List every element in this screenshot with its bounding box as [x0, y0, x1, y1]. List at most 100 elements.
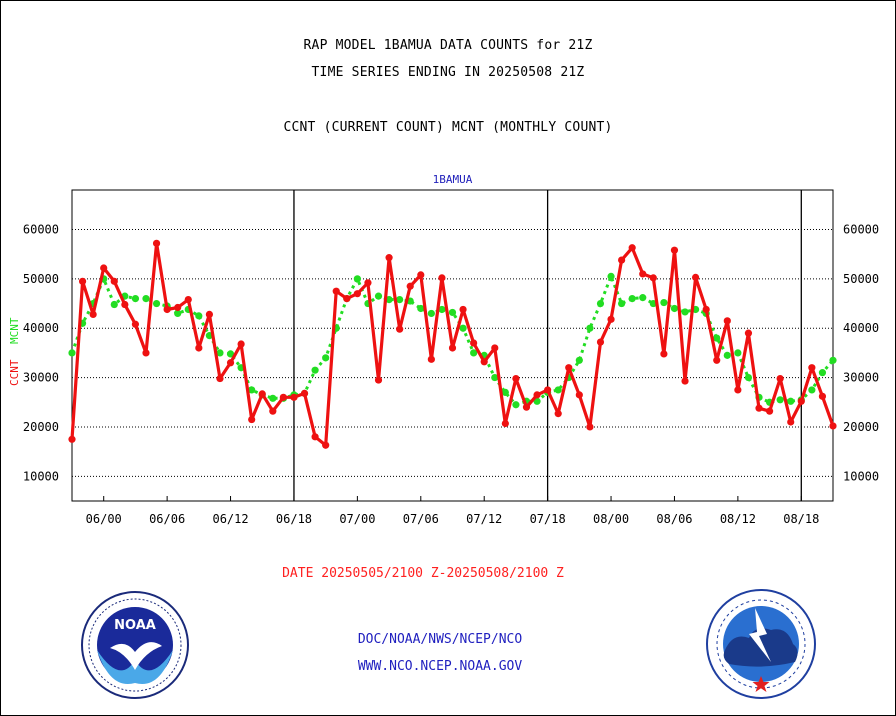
national-weather-service-logo-icon [706, 589, 816, 699]
data-point-ccnt [121, 300, 129, 309]
y-tick-label-left: 50000 [23, 272, 59, 286]
data-point-ccnt [322, 441, 330, 449]
x-tick-label: 07/12 [466, 512, 502, 526]
data-point-mcnt [385, 295, 393, 304]
data-point-mcnt [787, 397, 795, 405]
data-point-ccnt [818, 392, 827, 400]
data-point-ccnt [723, 317, 731, 325]
data-point-ccnt [226, 359, 235, 367]
data-point-ccnt [279, 393, 287, 401]
noaa-logo-icon: NOAA [81, 591, 189, 699]
y-tick-label-left: 20000 [23, 420, 59, 434]
noaa-logo-text: NOAA [114, 618, 156, 633]
data-point-mcnt [670, 304, 679, 313]
data-point-mcnt [575, 356, 583, 364]
data-point-ccnt [734, 386, 742, 394]
data-point-ccnt [216, 374, 224, 383]
data-point-mcnt [660, 298, 668, 307]
data-point-ccnt [300, 389, 309, 397]
data-point-mcnt [607, 272, 615, 280]
data-point-mcnt [554, 386, 562, 394]
data-point-mcnt [681, 308, 689, 316]
data-point-mcnt [438, 305, 446, 314]
data-point-mcnt [829, 356, 837, 364]
data-point-ccnt [364, 279, 372, 287]
data-point-ccnt [163, 305, 171, 314]
chart-title-line1: RAP MODEL 1BAMUA DATA COUNTS for 21Z [303, 38, 593, 53]
data-point-ccnt [533, 391, 541, 399]
chart-title-line2: TIME SERIES ENDING IN 20250508 21Z [311, 65, 585, 80]
data-point-ccnt [205, 310, 214, 318]
data-point-mcnt [448, 308, 457, 317]
data-point-mcnt [216, 349, 224, 357]
data-point-ccnt [808, 364, 816, 372]
x-tick-label: 08/06 [656, 512, 692, 526]
data-point-mcnt [586, 324, 594, 332]
x-tick-label: 06/06 [149, 512, 185, 526]
data-point-ccnt [78, 277, 87, 285]
data-point-ccnt [713, 356, 721, 364]
data-point-mcnt [501, 388, 509, 396]
data-point-ccnt [269, 407, 277, 415]
data-point-mcnt [734, 349, 742, 357]
x-tick-label: 06/12 [212, 512, 248, 526]
y-tick-label-right: 20000 [843, 420, 879, 434]
data-point-ccnt [649, 274, 657, 282]
data-point-ccnt [68, 435, 76, 443]
data-point-ccnt [522, 403, 531, 411]
y-tick-label-left: 60000 [23, 222, 59, 236]
data-point-mcnt [417, 304, 425, 313]
data-point-ccnt [396, 325, 404, 333]
y-tick-label-right: 40000 [843, 321, 879, 335]
data-point-mcnt [248, 386, 256, 394]
data-point-ccnt [438, 274, 446, 282]
data-point-ccnt [787, 418, 795, 426]
date-range-label: DATE 20250505/2100 Z-20250508/2100 Z [282, 566, 564, 581]
data-point-mcnt [110, 300, 118, 309]
data-point-ccnt [586, 423, 594, 431]
data-point-ccnt [544, 386, 552, 394]
data-point-mcnt [311, 366, 319, 374]
data-point-ccnt [142, 349, 150, 357]
data-point-ccnt [702, 305, 710, 314]
x-tick-label: 08/00 [593, 512, 629, 526]
data-point-mcnt [618, 299, 626, 308]
data-point-ccnt [343, 295, 351, 303]
x-tick-label: 07/00 [339, 512, 375, 526]
data-point-ccnt [237, 340, 245, 348]
y-tick-label-right: 30000 [843, 371, 879, 385]
y-tick-label-left: 30000 [23, 371, 59, 385]
data-point-ccnt [607, 315, 615, 323]
data-point-ccnt [596, 338, 605, 346]
data-point-mcnt [818, 369, 827, 377]
data-point-ccnt [427, 355, 435, 363]
data-point-mcnt [374, 292, 383, 300]
x-tick-label: 06/18 [276, 512, 312, 526]
data-point-mcnt [353, 275, 361, 283]
data-point-ccnt [174, 303, 182, 312]
series-line-ccnt [70, 241, 835, 447]
data-point-mcnt [174, 309, 182, 318]
data-point-ccnt [755, 404, 763, 412]
data-point-mcnt [142, 295, 150, 303]
plot-frame [71, 189, 834, 502]
y-tick-label-right: 10000 [843, 469, 879, 483]
data-point-ccnt [152, 239, 161, 247]
data-point-mcnt [427, 309, 435, 318]
data-point-ccnt [681, 377, 689, 385]
data-point-ccnt [776, 374, 784, 383]
data-point-ccnt [470, 339, 478, 347]
data-point-mcnt [68, 349, 76, 357]
data-point-ccnt [512, 374, 520, 383]
y-tick-label-left: 40000 [23, 321, 59, 335]
data-point-mcnt [713, 334, 721, 342]
data-point-ccnt [628, 244, 636, 252]
data-point-ccnt [670, 246, 679, 254]
data-point-ccnt [554, 410, 562, 418]
data-point-ccnt [290, 393, 298, 401]
data-point-ccnt [195, 344, 203, 352]
time-series-chart: 10000 10000 20000 20000 30000 30000 40000 40000… [8, 173, 879, 526]
data-point-ccnt [110, 277, 118, 285]
data-point-ccnt [184, 295, 192, 304]
data-point-mcnt [226, 350, 235, 358]
